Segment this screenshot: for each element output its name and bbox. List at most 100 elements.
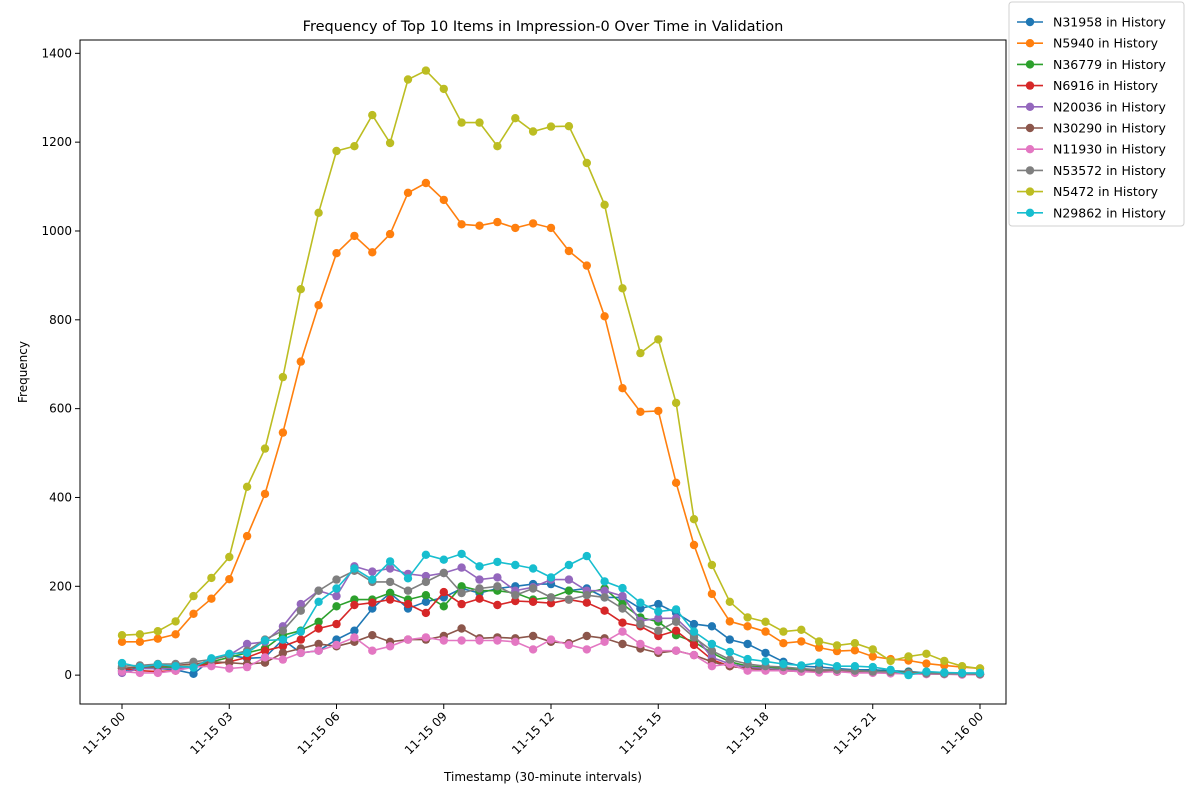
series-9 (117, 549, 985, 680)
data-point (528, 631, 538, 641)
legend-label: N29862 in History (1053, 205, 1167, 220)
data-point (385, 138, 395, 148)
data-point (725, 635, 734, 644)
data-point (153, 660, 162, 669)
data-point (368, 248, 377, 257)
data-point (368, 604, 377, 613)
legend-marker (1025, 60, 1035, 69)
data-point (528, 584, 538, 593)
data-point (457, 624, 466, 633)
data-point (368, 110, 377, 120)
data-point (314, 639, 323, 649)
data-point (922, 659, 931, 668)
data-point (296, 357, 305, 366)
data-point (403, 635, 413, 644)
legend-marker (1025, 145, 1035, 154)
legend-marker (1025, 123, 1035, 133)
data-point (278, 626, 288, 635)
y-tick-label: 600 (49, 402, 72, 416)
data-point (707, 662, 717, 671)
legend-item: N53572 in History (1017, 163, 1167, 178)
data-point (528, 219, 538, 228)
data-point (814, 665, 824, 674)
data-point (225, 664, 234, 673)
data-point (832, 662, 842, 671)
data-point (439, 636, 448, 645)
data-point (350, 564, 359, 573)
data-point (618, 583, 627, 593)
data-point (761, 648, 770, 658)
data-point (725, 647, 734, 657)
legend: N31958 in History N5940 in History N36779 … (1008, 1, 1185, 227)
data-point (922, 667, 931, 676)
legend-item: N20036 in History (1017, 99, 1167, 114)
data-point (242, 639, 252, 649)
data-point (564, 246, 574, 256)
data-point (689, 619, 699, 629)
data-point (493, 636, 502, 645)
data-point (868, 645, 877, 654)
data-point (439, 587, 448, 597)
data-point (975, 668, 985, 678)
data-point (743, 622, 752, 631)
data-point (654, 335, 663, 344)
data-point (242, 482, 252, 491)
data-point (332, 575, 341, 584)
data-point (564, 640, 574, 650)
data-point (886, 656, 895, 666)
data-point (940, 656, 949, 666)
legend-label: N6916 in History (1053, 78, 1159, 93)
data-point (743, 666, 752, 675)
data-point (582, 598, 591, 607)
data-point (332, 602, 341, 611)
data-point (314, 624, 323, 633)
legend-item: N5472 in History (1017, 184, 1159, 199)
data-point (457, 549, 466, 559)
data-point (135, 662, 145, 672)
data-point (707, 589, 717, 599)
data-point (278, 648, 288, 658)
data-point (421, 178, 431, 188)
legend-item: N29862 in History (1017, 205, 1167, 220)
data-point (654, 406, 663, 416)
legend-label: N20036 in History (1053, 99, 1167, 114)
data-point (457, 563, 466, 572)
data-point (671, 605, 681, 614)
data-point (332, 146, 341, 156)
data-point (225, 552, 234, 562)
data-point (332, 619, 341, 629)
data-point (618, 591, 627, 601)
data-point (922, 649, 931, 658)
data-point (260, 653, 270, 662)
data-point (671, 478, 681, 487)
data-point (296, 648, 305, 658)
data-point (743, 613, 752, 622)
data-point (618, 639, 627, 649)
data-point (296, 606, 305, 615)
data-point (421, 577, 431, 587)
data-point (546, 599, 556, 608)
data-point (546, 223, 556, 233)
data-point (403, 75, 413, 84)
data-point (528, 645, 538, 654)
data-point (636, 604, 645, 613)
data-point (689, 540, 699, 550)
x-tick-label: 11-15 00 (80, 709, 128, 757)
data-point (368, 631, 377, 640)
x-tick-label: 11-15 18 (724, 709, 772, 757)
data-point (457, 588, 466, 598)
data-point (618, 284, 627, 293)
data-point (511, 223, 520, 233)
data-point (957, 662, 967, 671)
x-tick-label: 11-15 15 (616, 709, 664, 757)
data-point (207, 594, 216, 603)
data-point (689, 650, 699, 660)
data-point (886, 665, 895, 674)
data-point (582, 158, 591, 168)
data-point (850, 639, 860, 648)
data-point (546, 593, 556, 602)
data-point (725, 655, 734, 664)
data-point (689, 633, 699, 642)
axes: 0 200 400 600 800 1000 1200 1400 11-15 00 11-15 0… (41, 39, 1007, 757)
